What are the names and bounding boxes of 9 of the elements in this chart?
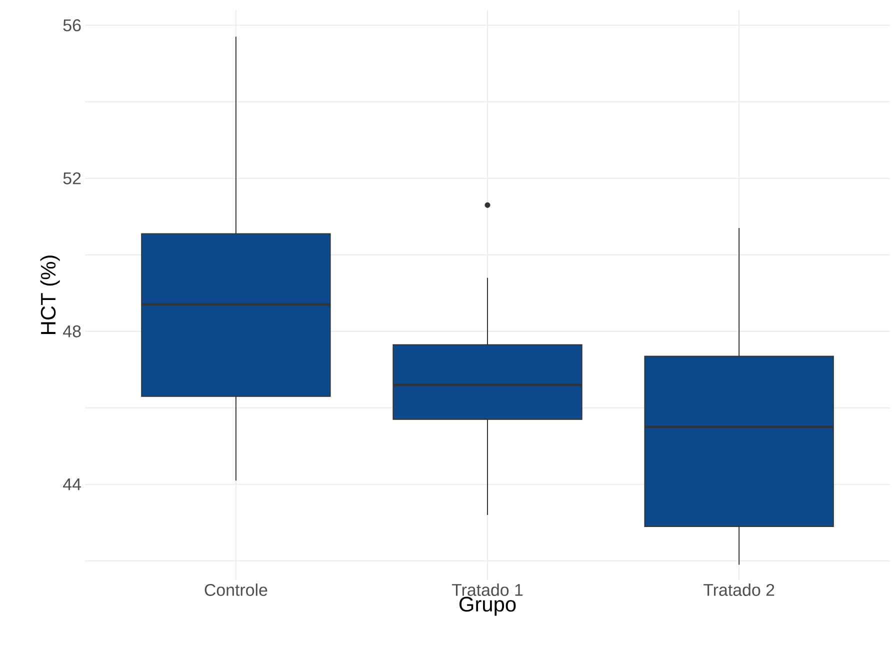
y-tick-label: 48 [63, 325, 81, 338]
x-tick-label: Tratado 2 [704, 584, 774, 596]
y-tick-label: 44 [63, 478, 81, 490]
y-axis-title: HCT (%) [40, 256, 60, 334]
y-tick-label: 56 [63, 19, 81, 32]
y-tick-label: 52 [63, 172, 81, 184]
x-tick-label: Tratado 1 [452, 584, 523, 596]
x-tick-label: Controle [204, 584, 268, 596]
x-axis-title: Grupo [459, 596, 516, 616]
